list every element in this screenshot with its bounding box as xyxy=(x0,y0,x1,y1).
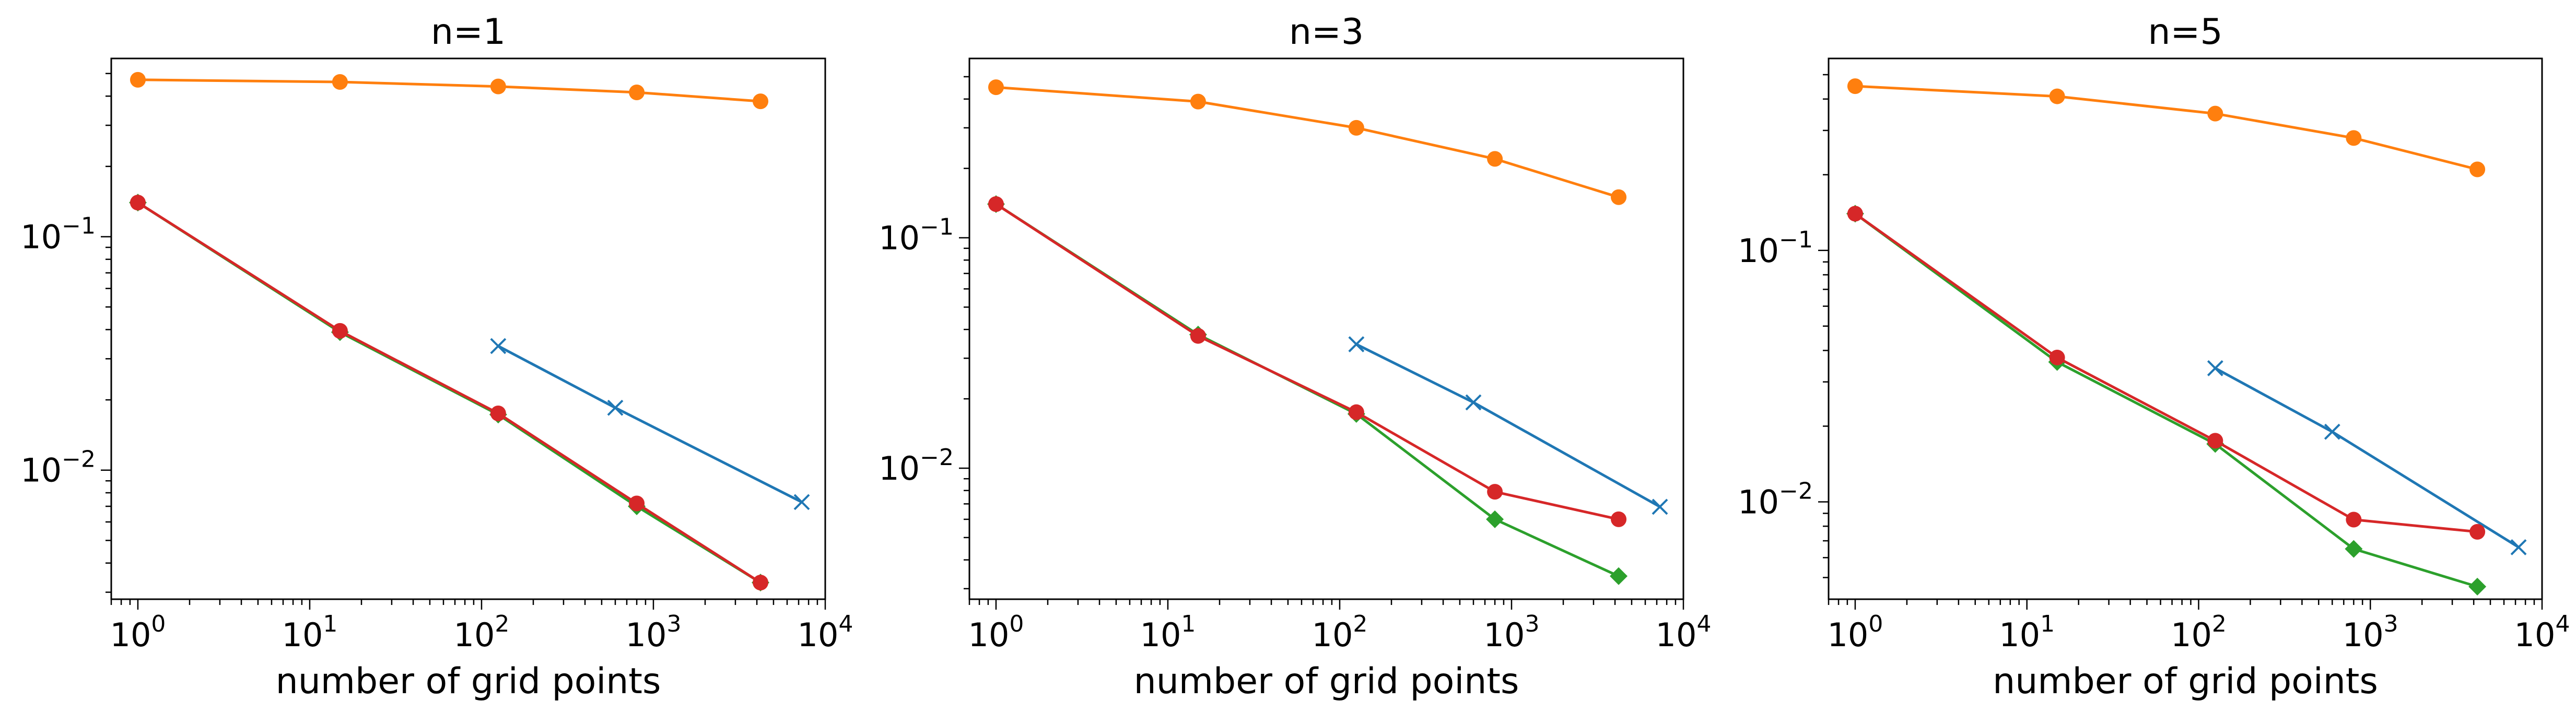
y-tick-label: 10−2 xyxy=(1738,478,1813,521)
data-point-circle xyxy=(1847,206,1863,222)
y-tick-label: 10−2 xyxy=(20,446,96,490)
data-point-stroke xyxy=(2510,539,2527,555)
data-point-x-marker xyxy=(2207,360,2223,376)
plot-frame xyxy=(968,57,1684,600)
data-point-circle xyxy=(332,74,348,90)
data-point-circle xyxy=(1487,484,1503,500)
chart-title: n=5 xyxy=(2148,11,2222,53)
data-point-circle xyxy=(332,323,348,339)
data-point-x-marker xyxy=(1652,498,1668,515)
y-tick-label: 10−1 xyxy=(879,214,954,257)
data-layer xyxy=(987,79,1668,585)
x-tick-label: 101 xyxy=(1140,611,1196,654)
data-point-circle xyxy=(2346,512,2362,528)
data-point-circle xyxy=(130,195,146,211)
data-point-circle xyxy=(490,406,506,422)
data-point-stroke xyxy=(1348,336,1365,352)
x-tick-label: 101 xyxy=(1999,611,2055,654)
data-point-circle xyxy=(1611,511,1627,527)
x-tick-label: 104 xyxy=(798,611,853,654)
chart-panel-3: n=5 100 101 102 103 104 10−1 10−2 number of grid… xyxy=(1738,11,2570,702)
data-point-circle xyxy=(2049,88,2065,104)
data-point-circle xyxy=(629,85,645,101)
data-point-x-marker xyxy=(2510,539,2527,555)
x-tick-label: 103 xyxy=(1484,611,1540,654)
data-point-circle xyxy=(2469,524,2486,540)
data-point-circle xyxy=(2207,433,2223,449)
data-point-stroke xyxy=(607,399,624,416)
x-axis-label: number of grid points xyxy=(276,661,661,702)
data-point-circle xyxy=(1487,151,1503,167)
data-layer xyxy=(1846,78,2527,596)
data-point-circle xyxy=(1348,404,1364,420)
y-tick-label: 10−1 xyxy=(1738,227,1813,270)
data-point-stroke xyxy=(2324,423,2340,440)
data-point-circle xyxy=(2469,161,2486,177)
data-point-x-marker xyxy=(2324,423,2340,440)
data-point-circle xyxy=(2207,105,2223,122)
x-tick-label: 101 xyxy=(282,611,338,654)
data-point-circle xyxy=(490,78,506,94)
y-tick-label: 10−1 xyxy=(20,212,96,256)
x-tick-label: 102 xyxy=(454,611,510,654)
data-point-circle xyxy=(1348,120,1364,136)
data-point-x-marker xyxy=(793,494,810,510)
data-point-stroke xyxy=(793,494,810,510)
data-point-diamond xyxy=(2345,540,2363,558)
x-tick-label: 104 xyxy=(2514,611,2570,654)
data-point-circle xyxy=(1190,328,1206,344)
data-point-x-marker xyxy=(490,338,507,354)
x-tick-label: 100 xyxy=(1827,611,1883,654)
data-point-stroke xyxy=(490,338,507,354)
x-tick-label: 103 xyxy=(626,611,682,654)
chart-panel-2: n=3 100 101 102 103 104 10−1 10−2 number of grid… xyxy=(879,11,1711,702)
data-point-circle xyxy=(130,72,146,88)
chart-panel-1: n=1 100 101 102 103 104 10−1 10−2 number of grid… xyxy=(20,11,853,702)
x-tick-label: 104 xyxy=(1656,611,1712,654)
chart-title: n=3 xyxy=(1289,11,1364,53)
data-point-x-marker xyxy=(607,399,624,416)
data-point-circle xyxy=(2049,349,2065,365)
y-tick-label: 10−2 xyxy=(879,444,954,488)
data-layer xyxy=(128,72,810,592)
data-point-x-marker xyxy=(1465,394,1482,411)
x-tick-label: 102 xyxy=(1312,611,1368,654)
x-tick-label: 103 xyxy=(2343,611,2398,654)
chart-panels: n=1 100 101 102 103 104 10−1 10−2 number of grid… xyxy=(20,11,2570,702)
data-point-diamond xyxy=(2468,577,2487,596)
data-point-circle xyxy=(988,196,1004,212)
chart-title: n=1 xyxy=(431,11,506,53)
x-axis-label: number of grid points xyxy=(1134,661,1519,702)
data-point-diamond xyxy=(1610,567,1628,585)
data-point-circle xyxy=(753,93,769,110)
data-point-circle xyxy=(988,79,1004,96)
x-tick-label: 102 xyxy=(2171,611,2227,654)
plot-frame xyxy=(1828,57,2543,600)
data-point-circle xyxy=(1190,93,1206,110)
x-axis-label: number of grid points xyxy=(1993,661,2378,702)
data-point-circle xyxy=(1847,78,1863,94)
data-point-x-marker xyxy=(1348,336,1365,352)
x-tick-label: 100 xyxy=(968,611,1024,654)
data-point-stroke xyxy=(1652,498,1668,515)
data-point-circle xyxy=(629,495,645,512)
data-point-circle xyxy=(2346,130,2362,146)
data-point-stroke xyxy=(1465,394,1482,411)
data-point-diamond xyxy=(1486,510,1504,528)
x-tick-label: 100 xyxy=(110,611,166,654)
data-point-circle xyxy=(753,575,769,591)
plot-frame xyxy=(110,57,826,600)
data-point-circle xyxy=(1611,189,1627,205)
data-point-stroke xyxy=(2207,360,2223,376)
